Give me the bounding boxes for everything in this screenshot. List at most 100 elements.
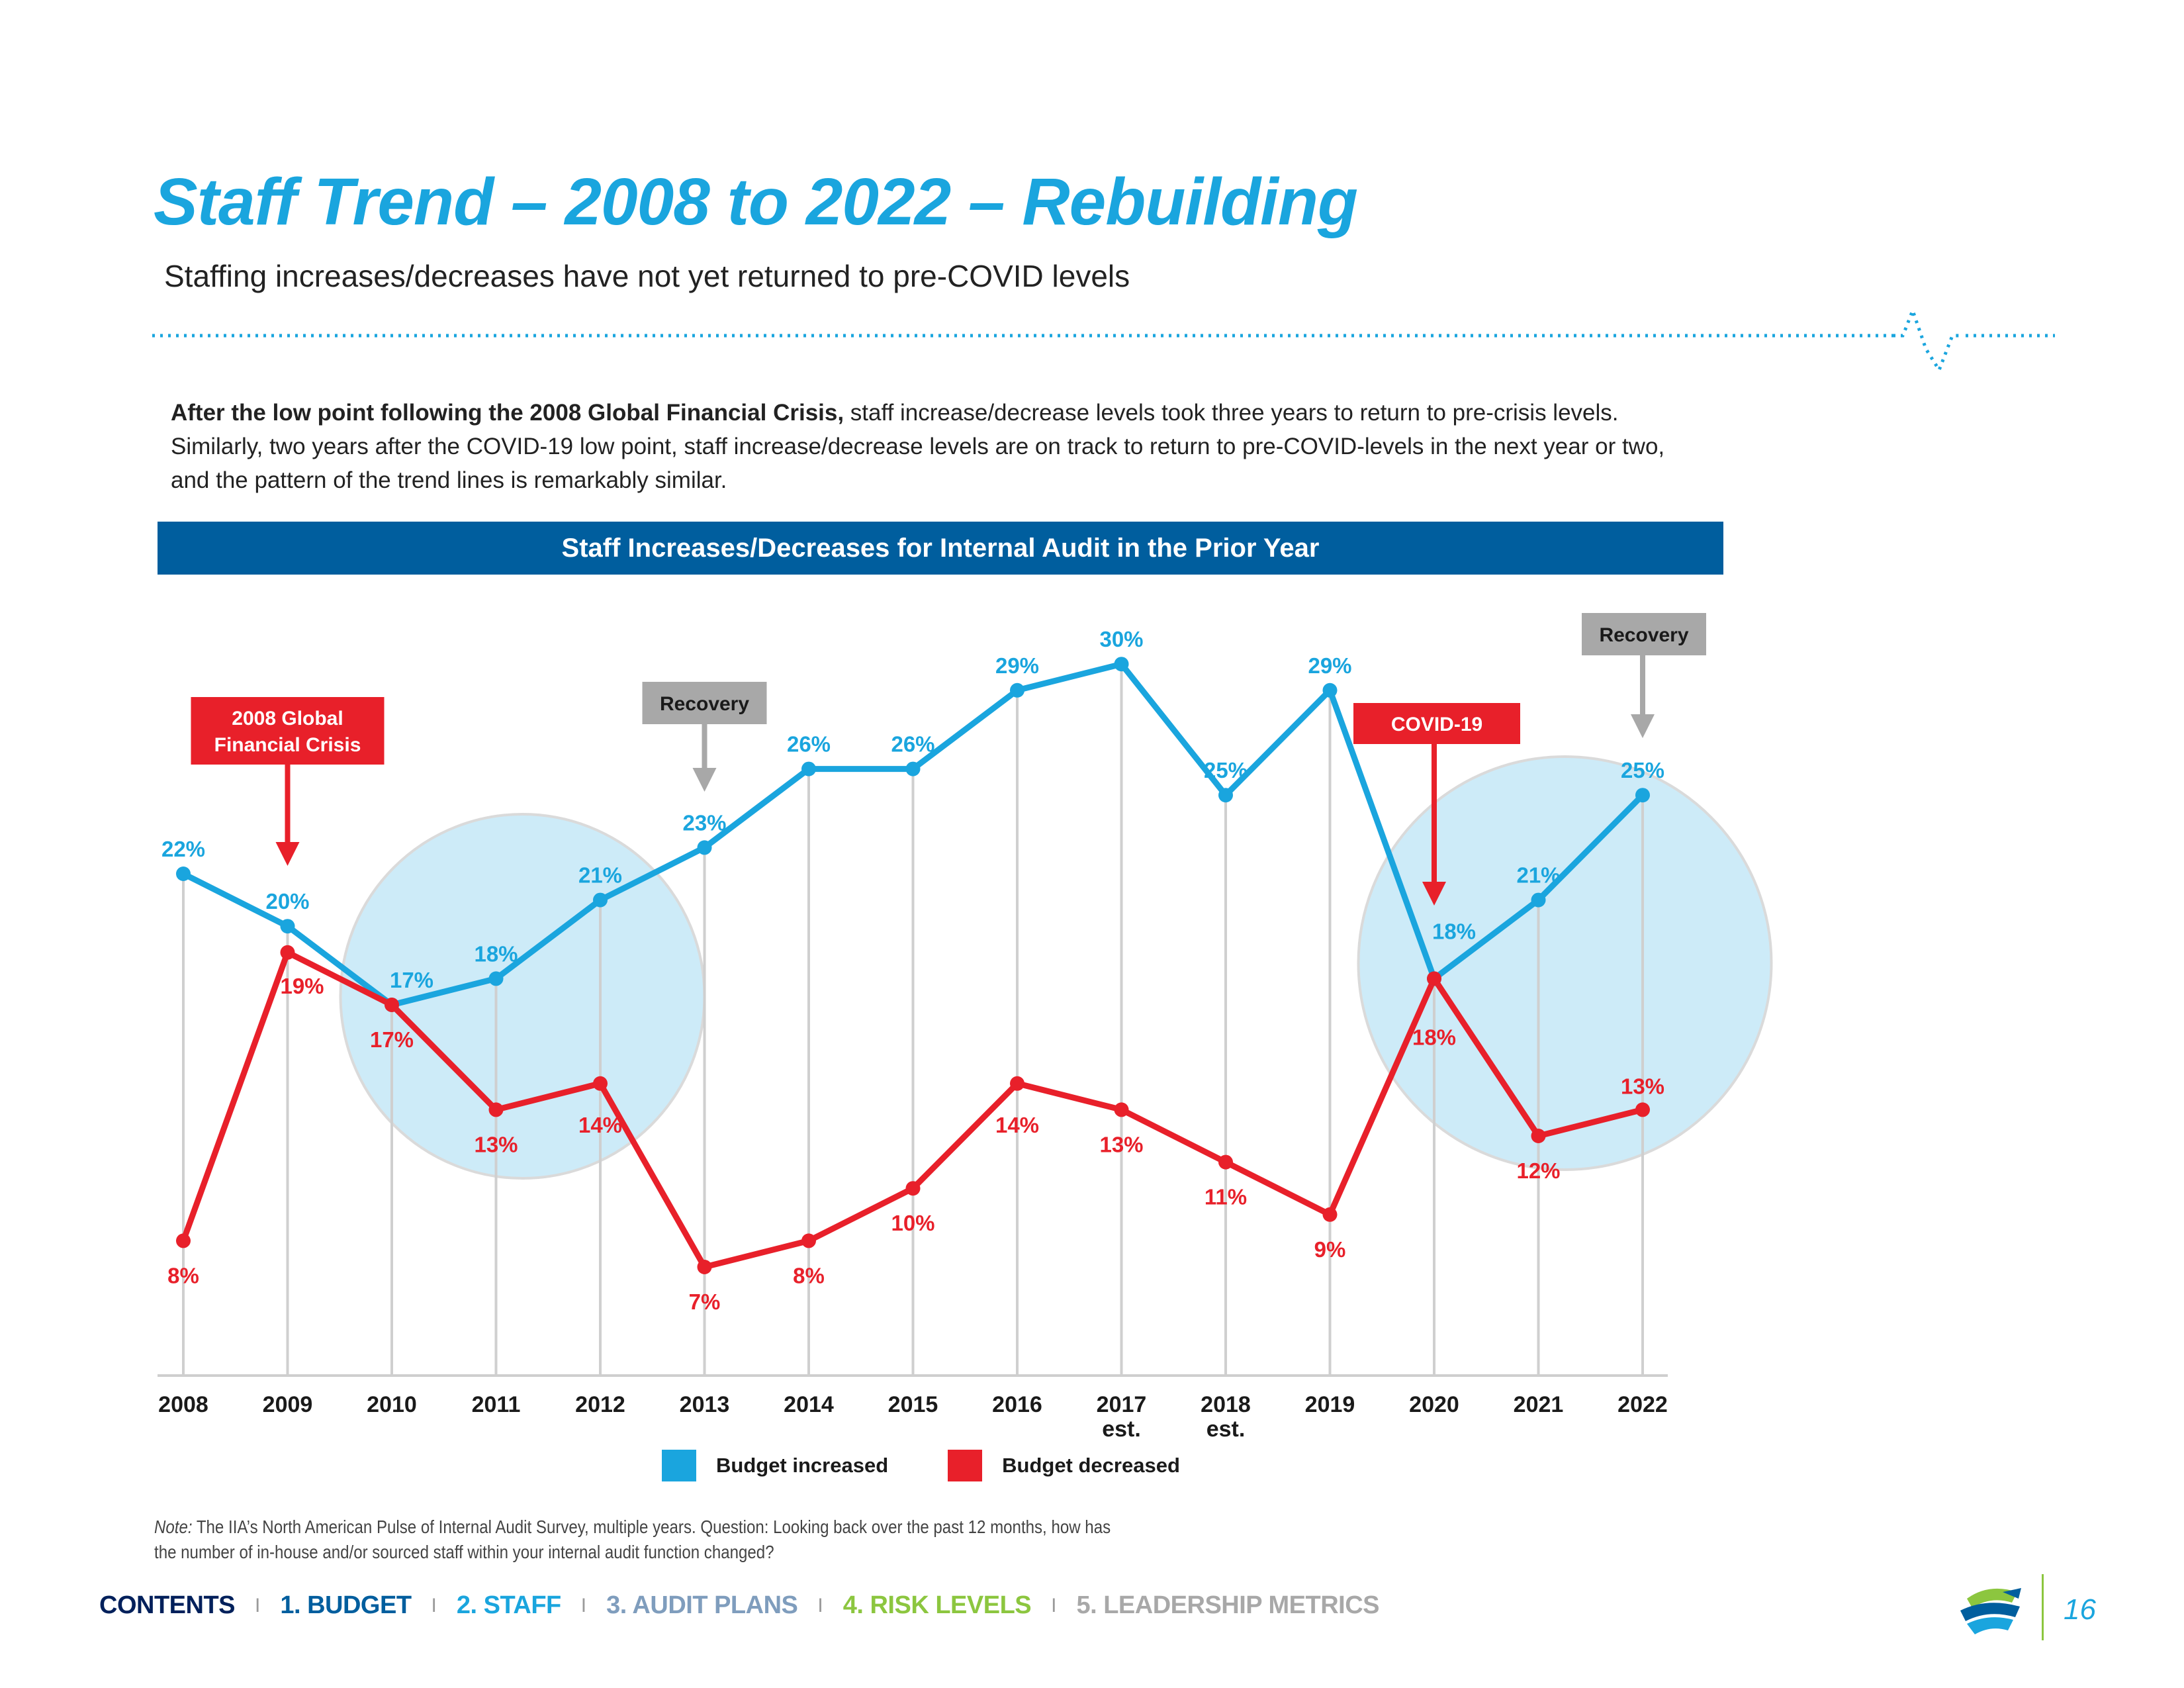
callout-arrow-head (1422, 882, 1446, 906)
data-label-decreased: 14% (995, 1113, 1039, 1137)
data-label-decreased: 13% (1621, 1074, 1664, 1098)
nav-contents[interactable]: CONTENTS (99, 1591, 236, 1619)
data-label-increased: 26% (891, 732, 934, 757)
data-point-increased (593, 892, 608, 908)
data-point-decreased (905, 1181, 921, 1196)
source-note: Note: The IIA’s North American Pulse of … (154, 1515, 1122, 1565)
nav-separator: I (255, 1594, 261, 1617)
nav-staff[interactable]: 2. STAFF (456, 1591, 561, 1619)
data-label-increased: 21% (578, 863, 622, 888)
nav-separator: I (1051, 1594, 1057, 1617)
data-label-decreased: 17% (370, 1027, 414, 1052)
data-label-decreased: 14% (578, 1113, 622, 1137)
data-label-increased: 29% (995, 653, 1039, 678)
data-point-increased (1114, 657, 1129, 672)
data-point-decreased (176, 1233, 191, 1248)
callout-label: Recovery (1599, 624, 1688, 646)
x-tick-label: 2016 (992, 1392, 1042, 1417)
data-label-decreased: 9% (1314, 1237, 1346, 1262)
callout-box (642, 682, 767, 724)
data-point-decreased (801, 1233, 816, 1248)
data-point-decreased (488, 1102, 504, 1117)
intro-lead: After the low point following the 2008 G… (171, 400, 844, 426)
data-point-increased (697, 840, 712, 855)
nav-audit-plans[interactable]: 3. AUDIT PLANS (606, 1591, 798, 1619)
data-point-decreased (385, 998, 399, 1012)
x-tick-label: 2015 (888, 1392, 938, 1417)
data-point-decreased (1010, 1076, 1024, 1091)
data-label-increased: 18% (474, 941, 518, 966)
highlight-circle (1357, 755, 1773, 1171)
data-label-decreased: 13% (1099, 1132, 1143, 1156)
data-point-increased (488, 971, 504, 986)
data-label-increased: 22% (161, 837, 205, 861)
footer-nav: CONTENTS I 1. BUDGET I 2. STAFF I 3. AUD… (99, 1591, 1380, 1620)
intro-paragraph: After the low point following the 2008 G… (171, 396, 1680, 497)
data-point-increased (1218, 788, 1233, 803)
data-point-increased (1531, 892, 1546, 908)
data-label-increased: 17% (390, 968, 433, 992)
callout-label: Recovery (660, 693, 749, 715)
nav-budget[interactable]: 1. BUDGET (280, 1591, 412, 1619)
callout-label: 2008 Global Financial Crisis (214, 708, 361, 756)
callout-box (191, 697, 385, 765)
page-number: 16 (2064, 1593, 2096, 1626)
data-label-increased: 25% (1204, 758, 1248, 782)
dotted-divider (152, 305, 2055, 374)
page-number-rule (2042, 1574, 2044, 1640)
nav-leadership-metrics[interactable]: 5. LEADERSHIP METRICS (1076, 1591, 1380, 1619)
nav-separator: I (817, 1594, 823, 1617)
x-tick-label: 2014 (784, 1392, 834, 1417)
data-point-decreased (1218, 1154, 1233, 1170)
iia-logo-icon[interactable] (1952, 1579, 2025, 1645)
data-point-increased (801, 761, 816, 776)
x-tick-label: 2010 (367, 1392, 417, 1417)
note-text: The IIA’s North American Pulse of Intern… (154, 1517, 1111, 1562)
x-tick-sublabel: est. (1206, 1417, 1246, 1442)
x-tick-label: 2022 (1617, 1392, 1668, 1417)
callout-box (1353, 703, 1520, 744)
page-subtitle: Staffing increases/decreases have not ye… (164, 259, 1130, 293)
data-label-increased: 26% (787, 732, 831, 757)
x-tick-label: 2019 (1305, 1392, 1355, 1417)
legend-item-decreased: Budget decreased (948, 1450, 1180, 1481)
data-label-decreased: 10% (891, 1211, 934, 1235)
x-tick-label: 2020 (1409, 1392, 1459, 1417)
legend-swatch-decreased (948, 1450, 983, 1481)
legend-swatch-increased (662, 1450, 696, 1481)
note-prefix: Note: (154, 1517, 193, 1537)
data-point-increased (1635, 788, 1650, 803)
data-point-decreased (1114, 1102, 1129, 1117)
callout-arrow-head (1631, 714, 1655, 738)
data-label-decreased: 13% (474, 1132, 518, 1156)
data-point-increased (1010, 682, 1024, 698)
data-label-decreased: 7% (689, 1289, 721, 1314)
nav-risk-levels[interactable]: 4. RISK LEVELS (842, 1591, 1032, 1619)
data-label-increased: 30% (1099, 627, 1143, 651)
data-point-decreased (697, 1260, 712, 1274)
chart-title: Staff Increases/Decreases for Internal A… (158, 522, 1723, 575)
data-point-increased (1322, 682, 1338, 698)
data-label-decreased: 18% (1412, 1025, 1456, 1049)
nav-separator: I (431, 1594, 437, 1617)
data-point-decreased (1322, 1207, 1338, 1222)
data-point-increased (905, 761, 921, 776)
legend-label-decreased: Budget decreased (1002, 1454, 1180, 1477)
x-tick-label: 2008 (158, 1392, 208, 1417)
callout-arrow-head (692, 768, 717, 792)
data-point-increased (176, 867, 191, 881)
data-label-decreased: 19% (280, 974, 324, 998)
intro-text: staff increase/decrease levels took thre… (171, 400, 1665, 493)
data-label-increased: 18% (1432, 919, 1476, 943)
data-label-decreased: 11% (1205, 1185, 1247, 1209)
x-tick-label: 2013 (680, 1392, 730, 1417)
highlight-circle (339, 813, 706, 1180)
data-label-decreased: 8% (793, 1263, 825, 1288)
legend-item-increased: Budget increased (662, 1450, 888, 1481)
data-label-increased: 20% (265, 889, 309, 914)
data-label-decreased: 8% (167, 1263, 199, 1288)
x-tick-label: 2012 (575, 1392, 625, 1417)
callout-arrow-head (275, 842, 300, 866)
x-tick-label: 2018 (1201, 1392, 1251, 1417)
